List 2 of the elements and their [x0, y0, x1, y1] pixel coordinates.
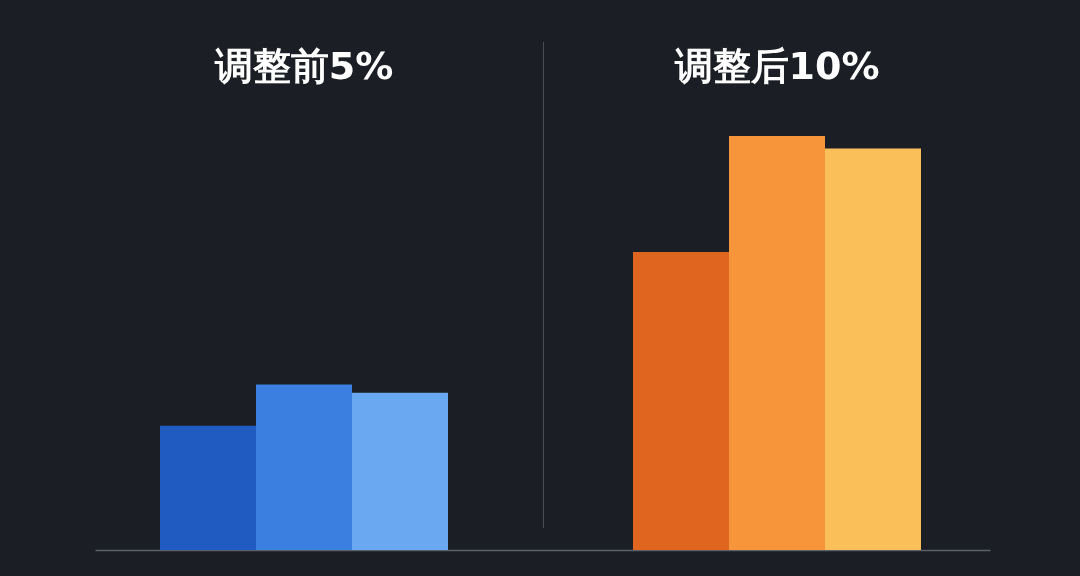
text: 调整前5%	[213, 44, 394, 88]
text: 调整后10%	[673, 44, 880, 88]
